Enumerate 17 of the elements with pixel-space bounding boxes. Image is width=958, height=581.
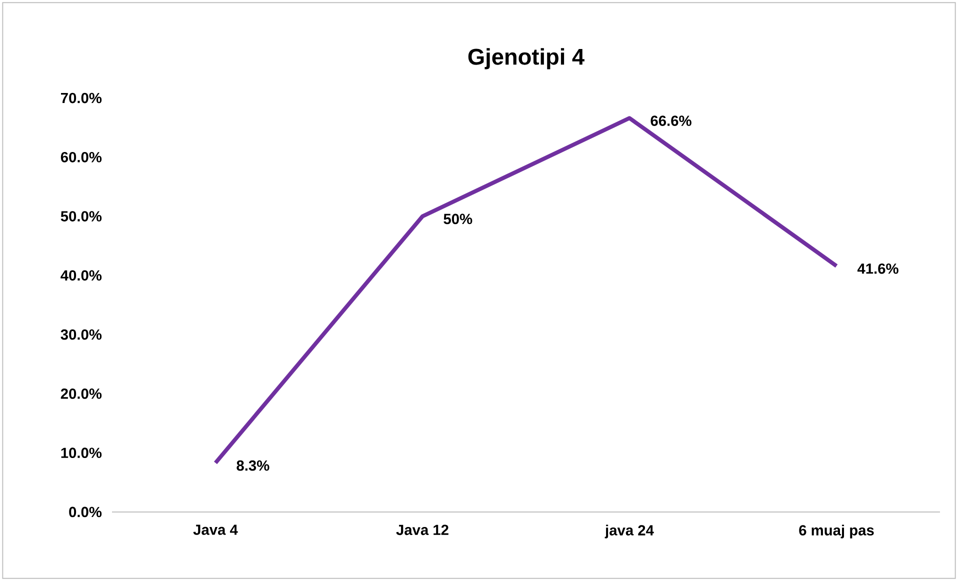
y-tick-label: 0.0% — [69, 506, 102, 518]
x-tick-label: java 24 — [604, 524, 654, 538]
data-label: 66.6% — [650, 116, 692, 126]
y-tick-label: 50.0% — [60, 211, 102, 222]
y-tick-label: 10.0% — [61, 448, 102, 458]
y-tick-label: 20.0% — [60, 388, 102, 399]
y-tick-label: 40.0% — [60, 270, 102, 281]
data-label: 41.6% — [857, 263, 898, 274]
y-tick-label: 70.0% — [61, 92, 102, 104]
x-tick-label: Java 12 — [396, 524, 448, 536]
y-tick-label: 30.0% — [60, 329, 102, 340]
data-label: 8.3% — [236, 460, 270, 471]
data-label: 50% — [444, 214, 472, 224]
y-tick-label: 60.0% — [60, 152, 102, 162]
x-tick-label: 6 muaj pas — [799, 524, 874, 538]
x-tick-label: Java 4 — [193, 524, 238, 535]
chart-title: Gjenotipi 4 — [468, 48, 584, 70]
